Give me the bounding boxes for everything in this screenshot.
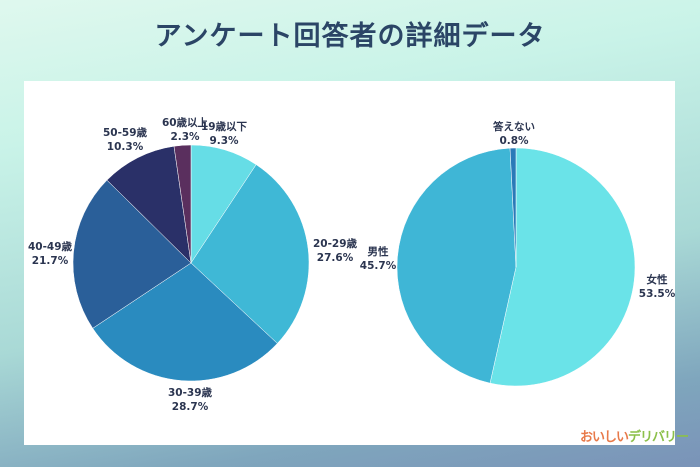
slice-value-label: 9.3%	[209, 135, 239, 147]
slice-value-label: 53.5%	[639, 288, 676, 300]
slice-category-label: 答えない	[492, 120, 535, 133]
slice-category-label: 男性	[368, 245, 389, 258]
slice-category-label: 女性	[647, 273, 668, 286]
slice-category-label: 19歳以下	[201, 120, 248, 133]
logo: おいしいデリバリー	[580, 430, 689, 445]
pie-slice	[190, 164, 310, 344]
slice-value-label: 27.6%	[317, 252, 354, 264]
page-title: アンケート回答者の詳細データ	[154, 21, 546, 52]
pie-slice	[92, 262, 278, 382]
pie-slice	[72, 179, 192, 329]
pie-slice	[396, 147, 517, 384]
pie-slice	[106, 145, 192, 264]
slice-category-label: 50-59歳	[103, 126, 148, 139]
slice-value-label: 0.8%	[499, 135, 529, 147]
slice-value-label: 28.7%	[172, 401, 209, 413]
slice-value-label: 2.3%	[170, 131, 200, 143]
slice-category-label: 20-29歳	[313, 237, 358, 250]
pie-slice	[509, 147, 517, 268]
slice-category-label: 60歳以上	[162, 116, 209, 129]
pie-slice	[173, 144, 192, 264]
slice-value-label: 21.7%	[32, 255, 69, 267]
slice-value-label: 10.3%	[107, 141, 144, 153]
pie-slice	[489, 147, 636, 387]
slice-category-label: 40-49歳	[28, 240, 73, 253]
slice-value-label: 45.7%	[360, 260, 397, 272]
slice-category-label: 30-39歳	[168, 386, 213, 399]
